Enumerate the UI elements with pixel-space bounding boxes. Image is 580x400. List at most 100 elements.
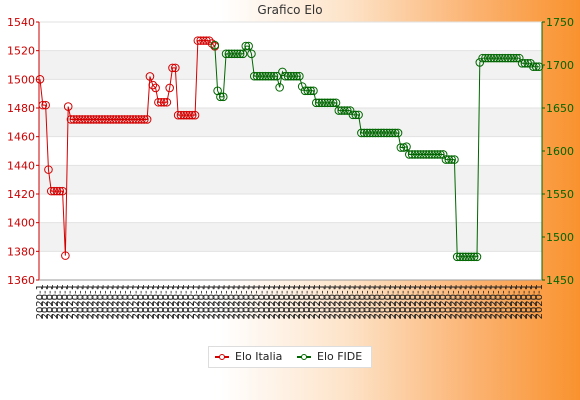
data-point: [529, 62, 538, 72]
data-point: [97, 115, 107, 124]
left-tick-label: 1520: [7, 45, 35, 58]
data-point: [94, 115, 104, 124]
x-tick-label: 2020-1: [247, 284, 258, 319]
x-tick-label: 2020-1: [151, 284, 162, 319]
data-point: [388, 128, 397, 138]
data-point: [396, 143, 406, 152]
data-point: [196, 36, 205, 45]
x-tick-label: 2020-1: [277, 284, 288, 319]
data-point: [424, 150, 434, 159]
data-point: [478, 53, 487, 63]
data-point: [247, 49, 256, 59]
right-tick-label: 1450: [546, 274, 574, 287]
x-tick-label: 2020-1: [111, 284, 122, 319]
data-point: [61, 251, 70, 260]
data-point: [509, 53, 518, 63]
x-tick-label: 2020-1: [221, 284, 232, 319]
data-point: [221, 49, 231, 59]
x-tick-label: 2020-1: [156, 284, 167, 319]
data-point: [326, 98, 335, 108]
data-point: [142, 115, 152, 124]
x-tick-label: 2020-1: [121, 284, 132, 319]
data-point: [283, 71, 293, 81]
x-tick-label: 2020-1: [413, 284, 424, 319]
data-point: [100, 115, 110, 124]
data-point: [512, 53, 521, 63]
legend-label-elo-italia: Elo Italia: [235, 350, 283, 363]
x-tick-label: 2020-1: [282, 284, 293, 319]
data-point: [481, 53, 490, 63]
x-tick-label: 2020-1: [332, 284, 343, 319]
data-point: [374, 128, 383, 138]
x-tick-label: 2020-1: [433, 284, 444, 319]
data-point: [159, 97, 169, 107]
x-tick-label: 2020-1: [302, 284, 313, 319]
x-tick-label: 2020-1: [181, 284, 192, 319]
x-tick-label: 2020-1: [388, 284, 399, 319]
x-tick-label: 2020-1: [337, 284, 348, 319]
data-point: [362, 128, 372, 138]
data-point: [145, 72, 155, 81]
data-point: [86, 115, 96, 124]
data-point: [120, 115, 129, 124]
data-point: [427, 150, 437, 159]
data-point: [500, 53, 510, 63]
x-tick-label: 2020-1: [176, 284, 187, 319]
series-elo-fide: [210, 40, 544, 262]
data-point: [230, 49, 239, 59]
x-tick-label: 2020-1: [50, 284, 61, 319]
data-point: [438, 150, 448, 159]
data-point: [134, 115, 143, 124]
x-tick-label: 2020-1: [443, 284, 454, 319]
grid-band: [39, 165, 542, 194]
data-point: [385, 128, 394, 138]
data-point: [405, 150, 414, 159]
x-tick-label: 2020-1: [408, 284, 419, 319]
data-point: [348, 110, 358, 120]
x-tick-label: 2020-1: [378, 284, 389, 319]
right-axis-ticks: 1450 1500 1550 1600 1650 1700 1750: [542, 16, 574, 287]
data-point: [210, 40, 220, 50]
data-point: [340, 106, 349, 115]
x-tick-label: 2020-1: [216, 284, 227, 319]
x-tick-label: 2020-1: [126, 284, 137, 319]
data-point: [311, 98, 321, 108]
data-point: [447, 155, 456, 164]
data-point: [376, 128, 386, 138]
grid-bands: [39, 22, 542, 280]
data-point: [46, 186, 56, 196]
data-point: [89, 115, 98, 124]
x-tick-label: 2020-1: [342, 284, 353, 319]
x-tick-label: 2020-1: [453, 284, 464, 319]
data-point: [464, 252, 473, 262]
x-tick-label: 2020-1: [438, 284, 449, 319]
x-tick-label: 2020-1: [242, 284, 253, 319]
data-point: [461, 252, 471, 262]
data-point: [162, 97, 172, 107]
x-tick-label: 2020-1: [101, 284, 112, 319]
x-tick-label: 2020-1: [262, 284, 273, 319]
data-point: [444, 155, 454, 164]
data-point: [278, 67, 287, 77]
data-point: [193, 36, 203, 45]
data-point: [204, 36, 214, 45]
x-tick-label: 2020-1: [237, 284, 248, 319]
data-point: [52, 186, 62, 196]
data-point: [202, 36, 211, 45]
data-point: [342, 106, 352, 115]
data-point: [58, 186, 67, 196]
data-point: [227, 49, 237, 59]
data-point: [171, 63, 180, 73]
data-point: [190, 110, 200, 120]
legend-swatch-elo-fide: [297, 354, 311, 360]
data-point: [421, 150, 431, 159]
data-point: [103, 115, 112, 124]
x-tick-label: 2020-1: [166, 284, 177, 319]
data-point: [314, 98, 324, 108]
x-tick-label: 2020-1: [40, 284, 51, 319]
x-tick-label: 2020-1: [272, 284, 283, 319]
left-tick-label: 1420: [7, 188, 35, 201]
data-point: [295, 71, 304, 81]
data-point: [455, 252, 465, 262]
